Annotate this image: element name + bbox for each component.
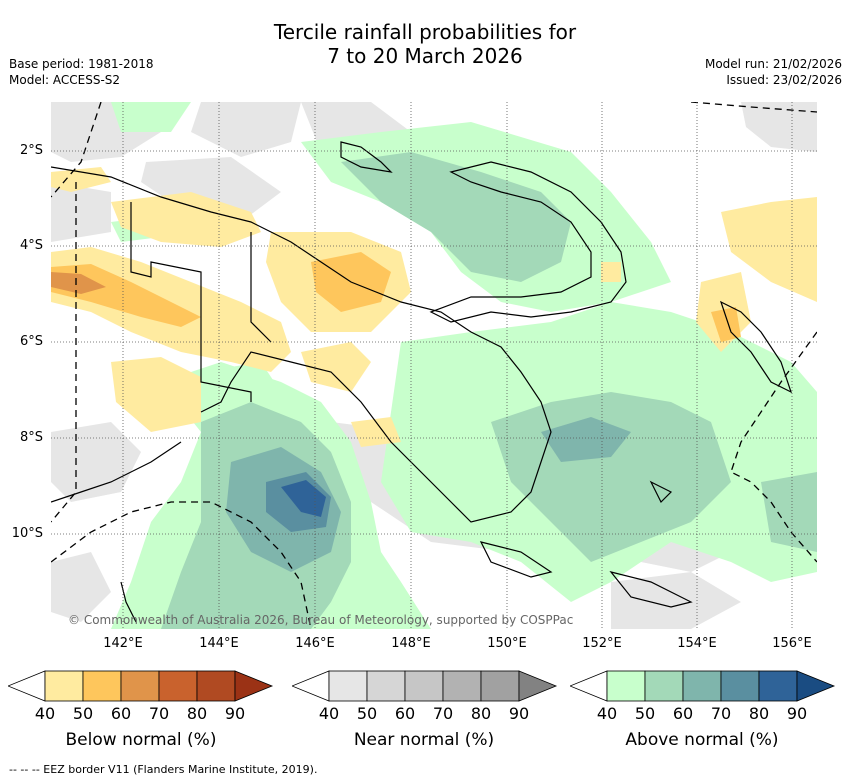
map-panel[interactable]	[51, 102, 817, 629]
colorbar-tick-label: 60	[394, 704, 416, 723]
colorbar-extend-left	[8, 670, 46, 702]
colorbar-tick-label: 80	[748, 704, 770, 723]
lon-label: 142°E	[103, 636, 143, 651]
colorbar-swatch	[44, 670, 84, 702]
colorbar-swatch	[158, 670, 198, 702]
colorbar-swatch	[720, 670, 760, 702]
colorbar-tick-label: 70	[148, 704, 170, 723]
colorbar-swatch	[404, 670, 444, 702]
lat-label: 10°S	[11, 526, 43, 541]
colorbar-swatch	[120, 670, 160, 702]
colorbar-tick-label: 70	[710, 704, 732, 723]
lon-label: 150°E	[487, 636, 527, 651]
meta-left: Base period: 1981-2018 Model: ACCESS-S2	[9, 56, 154, 88]
colorbar-swatch	[758, 670, 798, 702]
colorbar-tick-label: 50	[72, 704, 94, 723]
colorbar-tick-label: 60	[672, 704, 694, 723]
coastlines	[51, 141, 793, 623]
colorbar-swatch	[366, 670, 406, 702]
copyright-text: © Commonwealth of Australia 2026, Bureau…	[68, 613, 574, 627]
colorbar-swatch	[82, 670, 122, 702]
colorbar-extend-left	[292, 670, 330, 702]
colorbar-near-normal	[292, 670, 558, 702]
title-line-1: Tercile rainfall probabilities for	[273, 20, 577, 44]
colorbar-tick-label: 40	[318, 704, 340, 723]
colorbar-below-normal	[8, 670, 274, 702]
colorbar-swatch	[682, 670, 722, 702]
issued-text: Issued: 23/02/2026	[726, 73, 842, 87]
lon-label: 148°E	[391, 636, 431, 651]
colorbar-above-normal	[570, 670, 836, 702]
colorbar-tick-label: 40	[596, 704, 618, 723]
map-canvas	[51, 102, 817, 629]
colorbar-extend-right	[234, 670, 274, 702]
model-run-text: Model run: 21/02/2026	[704, 57, 842, 71]
colorbar-extend-right	[518, 670, 558, 702]
near-normal-label: Near normal (%)	[353, 730, 495, 750]
colorbar-swatch	[480, 670, 520, 702]
lat-label: 4°S	[19, 238, 43, 253]
map-title: Tercile rainfall probabilities for 7 to …	[0, 20, 850, 68]
colorbar-tick-label: 80	[186, 704, 208, 723]
colorbar-tick-label: 90	[224, 704, 246, 723]
lat-label: 8°S	[19, 430, 43, 445]
colorbar-tick-label: 90	[786, 704, 808, 723]
colorbar-swatch	[606, 670, 646, 702]
lon-label: 146°E	[295, 636, 335, 651]
lon-label: 154°E	[677, 636, 717, 651]
colorbar-swatch	[196, 670, 236, 702]
colorbar-extend-left	[570, 670, 608, 702]
above-normal-label: Above normal (%)	[625, 730, 779, 750]
lon-label: 156°E	[772, 636, 812, 651]
colorbar-tick-label: 70	[432, 704, 454, 723]
graticule	[51, 102, 817, 629]
colorbar-tick-label: 50	[634, 704, 656, 723]
lat-label: 2°S	[19, 143, 43, 158]
base-period-text: Base period: 1981-2018	[9, 57, 154, 71]
lon-label: 152°E	[582, 636, 622, 651]
title-line-2: 7 to 20 March 2026	[327, 44, 523, 68]
meta-right: Model run: 21/02/2026 Issued: 23/02/2026	[705, 56, 842, 88]
below-normal-label: Below normal (%)	[65, 730, 217, 750]
below-normal-areas	[51, 167, 817, 447]
colorbar-extend-right	[796, 670, 836, 702]
model-text: Model: ACCESS-S2	[9, 73, 121, 87]
colorbar-tick-label: 50	[356, 704, 378, 723]
colorbar-swatch	[328, 670, 368, 702]
above-normal-areas	[111, 102, 817, 629]
colorbar-tick-label: 40	[34, 704, 56, 723]
colorbar-swatch	[644, 670, 684, 702]
colorbar-tick-label: 60	[110, 704, 132, 723]
colorbar-swatch	[442, 670, 482, 702]
lat-label: 6°S	[19, 334, 43, 349]
eez-footer-note: -- -- -- EEZ border V11 (Flanders Marine…	[9, 763, 318, 776]
colorbar-tick-label: 90	[508, 704, 530, 723]
colorbar-tick-label: 80	[470, 704, 492, 723]
eez-border	[51, 102, 817, 629]
lon-label: 144°E	[199, 636, 239, 651]
